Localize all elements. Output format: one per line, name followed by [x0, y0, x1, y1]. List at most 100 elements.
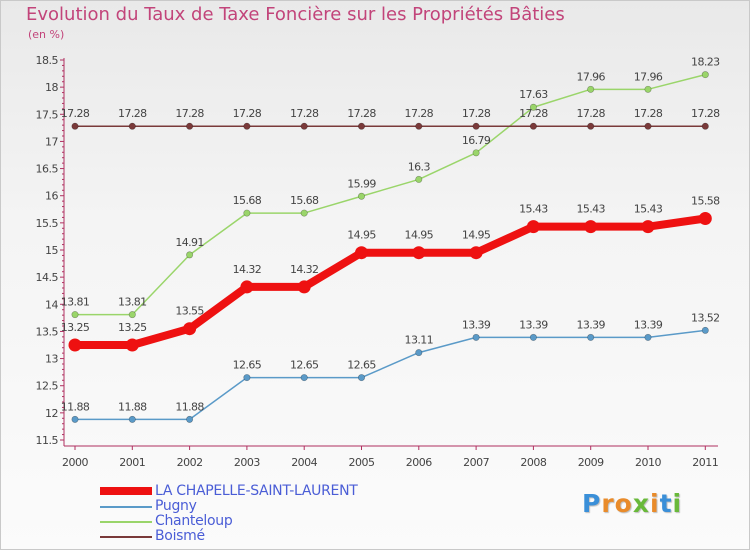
data-point [357, 192, 365, 200]
data-point [357, 122, 365, 130]
data-point [71, 122, 79, 130]
data-label: 11.88 [175, 400, 204, 413]
x-tick-label: 2010 [635, 456, 661, 469]
data-label: 17.28 [405, 107, 434, 120]
y-tick-label: 17 [45, 135, 58, 148]
data-label: 13.52 [691, 311, 720, 324]
data-point [68, 338, 82, 352]
data-point [644, 122, 652, 130]
data-point [300, 209, 308, 217]
data-point [243, 122, 251, 130]
data-label: 11.88 [118, 400, 147, 413]
legend-label: Boismé [155, 528, 205, 544]
logo-letter: t [659, 489, 673, 518]
data-label: 15.68 [233, 194, 262, 207]
data-label: 13.11 [405, 334, 434, 347]
y-tick-label: 18.5 [36, 54, 59, 67]
y-tick-label: 16 [45, 190, 58, 203]
data-label: 12.65 [290, 359, 319, 372]
y-tick-label: 15 [45, 244, 58, 257]
data-label: 17.28 [290, 107, 319, 120]
data-label: 15.43 [634, 203, 663, 216]
data-point [186, 122, 194, 130]
data-point [297, 280, 311, 294]
data-label: 15.68 [290, 194, 319, 207]
legend-swatch [100, 487, 152, 495]
x-tick-label: 2005 [349, 456, 375, 469]
data-point [472, 149, 480, 157]
data-point [186, 415, 194, 423]
data-point [472, 333, 480, 341]
data-label: 17.96 [576, 70, 605, 83]
data-label: 14.32 [233, 263, 262, 276]
data-point [701, 71, 709, 79]
data-point [243, 374, 251, 382]
x-tick-label: 2001 [119, 456, 145, 469]
data-point [243, 209, 251, 217]
data-point [415, 349, 423, 357]
data-label: 17.28 [691, 107, 720, 120]
data-point [128, 122, 136, 130]
data-point [240, 280, 254, 294]
data-point [71, 311, 79, 319]
data-point [587, 85, 595, 93]
data-label: 17.28 [175, 107, 204, 120]
data-point [128, 311, 136, 319]
data-point [529, 103, 537, 111]
x-tick-label: 2007 [463, 456, 489, 469]
x-tick-label: 2011 [692, 456, 718, 469]
data-label: 14.95 [347, 229, 376, 242]
x-tick-label: 2009 [578, 456, 604, 469]
data-label: 13.39 [634, 318, 663, 331]
data-label: 13.39 [576, 318, 605, 331]
data-point [587, 333, 595, 341]
proxiti-logo: Proxiti [582, 489, 682, 518]
data-label: 13.25 [61, 321, 90, 334]
logo-letter: i [672, 489, 683, 518]
data-label: 17.28 [233, 107, 262, 120]
legend-swatch [100, 536, 152, 538]
y-tick-label: 11.5 [36, 434, 59, 447]
data-label: 16.3 [408, 160, 431, 173]
data-point [584, 220, 598, 234]
data-label: 17.28 [576, 107, 605, 120]
data-label: 13.39 [519, 318, 548, 331]
logo-letter: i [650, 489, 660, 518]
legend-swatch [100, 521, 152, 523]
y-tick-label: 12 [45, 407, 58, 420]
data-label: 17.28 [61, 107, 90, 120]
data-label: 18.23 [691, 56, 720, 69]
data-label: 15.58 [691, 195, 720, 208]
data-point [71, 415, 79, 423]
legend-swatch [100, 506, 152, 508]
data-point [412, 246, 426, 260]
data-label: 14.95 [405, 229, 434, 242]
y-tick-label: 16.5 [36, 163, 59, 176]
x-tick-label: 2000 [62, 456, 88, 469]
logo-letter: o [614, 489, 633, 518]
data-label: 17.63 [519, 88, 548, 101]
legend-label: Pugny [155, 498, 197, 514]
data-point [300, 122, 308, 130]
y-tick-label: 13.5 [36, 325, 59, 338]
data-label: 13.81 [61, 296, 90, 309]
data-point [355, 246, 368, 260]
logo-letter: P [582, 489, 602, 518]
data-label: 17.28 [118, 107, 147, 120]
x-tick-label: 2006 [406, 456, 432, 469]
legend-label: LA CHAPELLE-SAINT-LAURENT [155, 483, 358, 499]
logo-letter: x [632, 489, 650, 518]
data-point [526, 220, 540, 234]
x-tick-label: 2003 [234, 456, 260, 469]
series-line [75, 214, 706, 349]
data-point [415, 175, 423, 183]
chart-title: Evolution du Taux de Taxe Foncière sur l… [26, 4, 565, 25]
legend-label: Chanteloup [155, 513, 233, 529]
data-point [701, 326, 709, 334]
data-point [641, 220, 655, 234]
y-tick-label: 17.5 [36, 108, 59, 121]
data-label: 15.99 [347, 177, 376, 190]
series-line [75, 73, 706, 316]
data-point [644, 333, 652, 341]
